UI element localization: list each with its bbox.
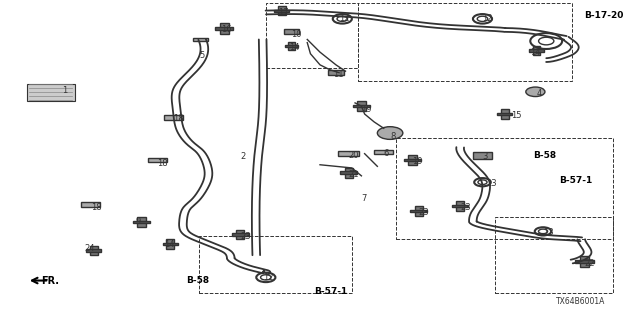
Text: 24: 24 [84,244,95,253]
Text: 8: 8 [390,132,396,141]
Text: 15: 15 [511,111,522,120]
Bar [137,217,146,227]
Bar [278,6,285,15]
Text: 9: 9 [135,217,140,226]
Text: 13: 13 [486,179,496,188]
Bar [236,229,244,239]
Bar [495,217,613,293]
Bar [284,29,299,34]
Text: 19: 19 [362,105,372,114]
Text: 19: 19 [412,157,423,166]
Bar [220,23,229,34]
Text: 6: 6 [384,149,389,158]
Bar [166,239,174,249]
Text: 3: 3 [483,152,488,161]
Bar [533,46,540,55]
Text: 22: 22 [584,259,595,268]
Text: B-17-20: B-17-20 [584,11,624,20]
Text: 23: 23 [460,203,471,212]
Bar [199,236,352,293]
Bar [501,109,509,119]
Text: 4: 4 [537,89,542,98]
Text: 7: 7 [362,194,367,203]
Text: 17: 17 [278,8,289,17]
Text: 14: 14 [164,240,174,249]
Text: 1: 1 [62,86,67,95]
Bar [288,42,294,50]
Bar [86,249,101,252]
Bar [81,202,100,207]
Text: B-57-1: B-57-1 [559,176,592,185]
Bar [353,105,370,107]
Bar [163,243,178,245]
Circle shape [378,127,403,140]
Text: 21: 21 [349,170,359,179]
Text: 14: 14 [289,43,300,52]
Bar [408,155,417,165]
Text: 18: 18 [157,159,168,168]
Text: 12: 12 [339,14,349,23]
Bar [456,201,465,211]
Bar [274,10,289,12]
Text: 10: 10 [291,30,302,39]
Text: 18: 18 [91,203,101,212]
Text: 2: 2 [241,152,246,161]
Bar [27,84,75,101]
Text: B-58: B-58 [534,151,557,160]
Bar [193,37,208,41]
Text: 23: 23 [241,232,251,241]
Bar [132,220,150,223]
Text: 11: 11 [333,70,343,79]
Bar [580,256,589,267]
Bar [328,70,344,76]
Bar [473,152,492,159]
Bar [232,233,248,236]
Text: 13: 13 [543,228,554,237]
Text: 20: 20 [349,151,359,160]
Bar [340,172,357,174]
Bar [285,45,298,47]
Bar [396,138,613,239]
Bar [148,158,167,162]
Bar [90,246,98,255]
Text: 18: 18 [173,114,184,123]
Bar [529,49,544,52]
Bar [344,168,353,178]
Bar [358,3,572,81]
Bar [410,210,427,212]
Bar [374,150,394,155]
Text: TX64B6001A: TX64B6001A [556,297,605,306]
Bar [452,205,468,207]
Bar [404,159,420,161]
Bar [164,115,183,120]
Text: 5: 5 [199,51,204,60]
Bar [575,260,594,263]
Text: 14: 14 [531,48,541,57]
Bar [216,27,234,30]
Text: 12: 12 [483,14,493,23]
Text: 16: 16 [221,25,232,35]
Bar [415,206,423,216]
Text: 23: 23 [419,208,429,217]
Circle shape [526,87,545,97]
Bar [339,151,359,156]
Bar [266,3,358,68]
Text: FR.: FR. [42,276,60,285]
Bar [497,113,513,115]
Text: B-57-1: B-57-1 [314,287,347,296]
Text: 12: 12 [262,273,273,282]
Text: B-58: B-58 [186,276,209,285]
Bar [357,101,365,111]
